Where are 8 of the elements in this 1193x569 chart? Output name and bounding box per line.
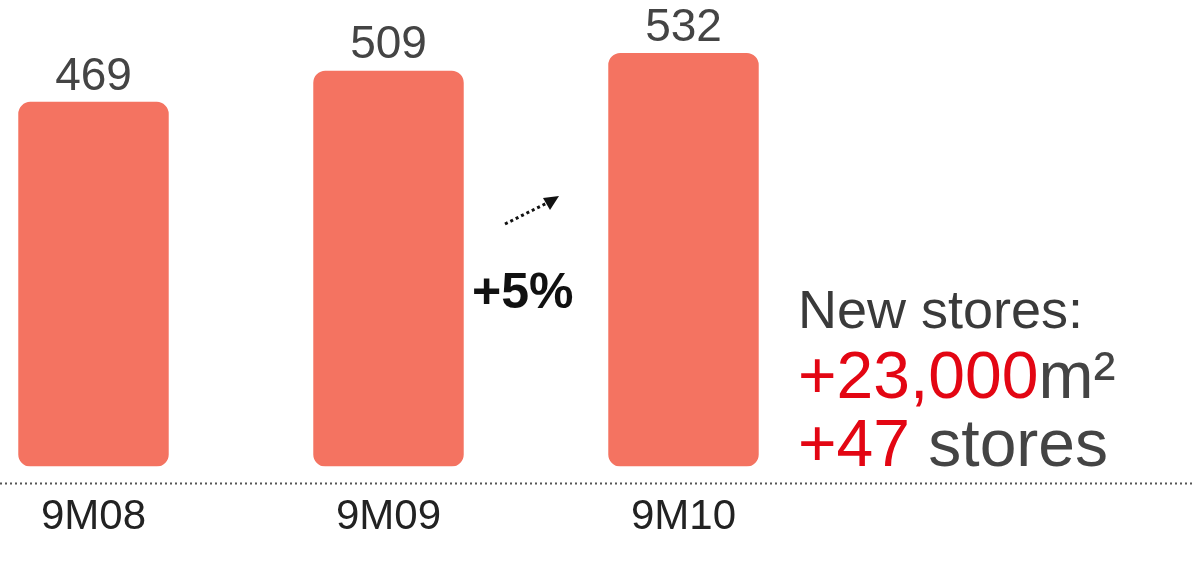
data-label: 469 [55,47,132,100]
x-tick-label: 9M09 [335,491,442,539]
annotation: New stores: [798,279,1085,339]
data-label: 509 [350,16,427,69]
data-label: 532 [645,0,722,51]
x-tick-label: 9M10 [630,491,737,539]
annotation: +5% [472,262,574,320]
x-tick-label: 9M08 [40,491,147,539]
